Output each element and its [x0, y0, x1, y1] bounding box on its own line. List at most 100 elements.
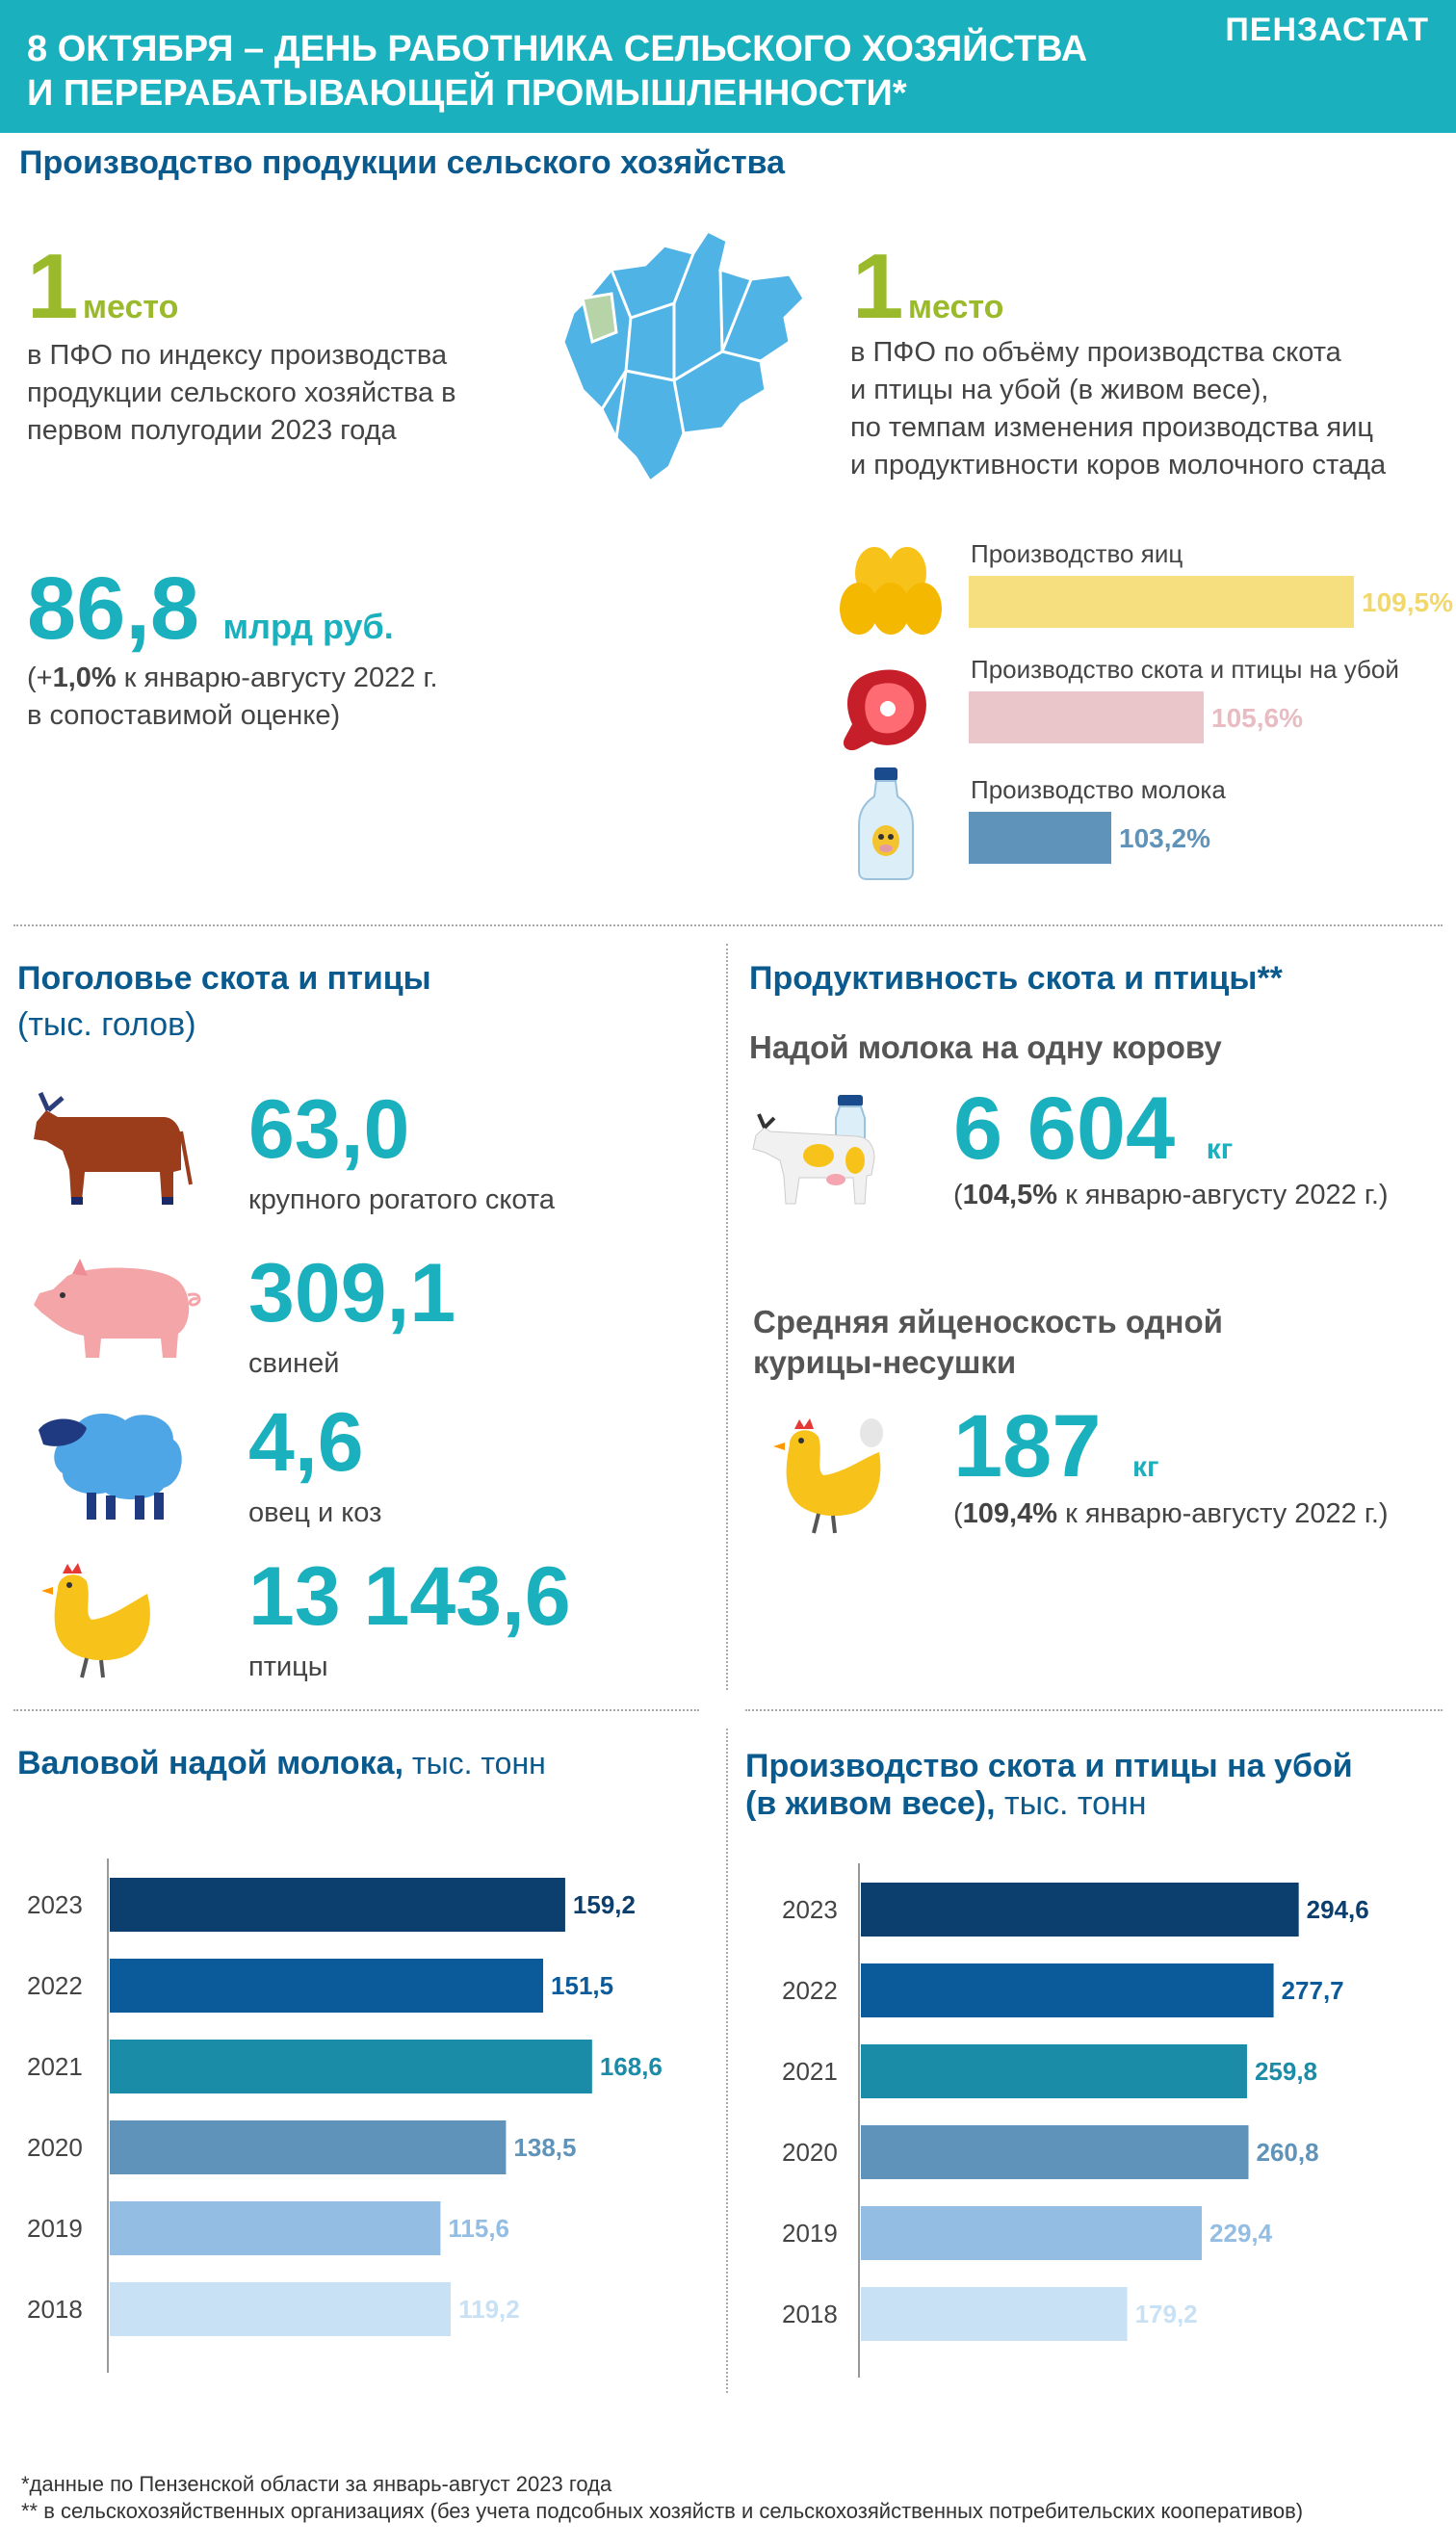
rank-right-description: в ПФО по объёму производства скота и пти… [850, 334, 1447, 484]
total-production: 86,8 млрд руб. [27, 559, 394, 660]
chart-bar [861, 2125, 1249, 2179]
footnote: ** в сельскохозяйственных организациях (… [21, 2499, 1304, 2523]
egg-yield-value: 187 [953, 1397, 1102, 1495]
chart-title-unit: тыс. тонн [995, 1785, 1147, 1822]
rank-right-line: и птицы на убой (в живом весе), [850, 375, 1269, 405]
livestock-label: свиней [248, 1348, 340, 1379]
milk-yield-value: 6 604 [953, 1079, 1176, 1178]
note-rest: к январю-августу 2022 г.) [1057, 1180, 1389, 1210]
footnote: *данные по Пензенской области за январь-… [21, 2472, 612, 2496]
chart-bar [861, 2287, 1128, 2341]
livestock-label: крупного рогатого скота [248, 1184, 555, 1215]
milk-chart-title: Валовой надой молока, тыс. тонн [17, 1745, 546, 1782]
livestock-value: 309,1 [248, 1247, 456, 1339]
rank-right-line: и продуктивности коров молочного стада [850, 450, 1387, 481]
index-value: 109,5% [1362, 587, 1453, 617]
hen-with-egg-icon [773, 1418, 883, 1534]
chart-bar [110, 2282, 452, 2336]
egg-yield-heading-line: курицы-несушки [753, 1344, 1017, 1380]
egg-yield-heading-line: Средняя яйценоскость одной [753, 1304, 1223, 1339]
chart-data-label: 179,2 [1135, 2300, 1198, 2328]
chart-title-unit: тыс. тонн [403, 1746, 546, 1781]
page-title: 8 ОКТЯБРЯ – ДЕНЬ РАБОТНИКА СЕЛЬСКОГО ХОЗ… [27, 27, 1183, 116]
egg-yield-heading: Средняя яйценоскость одной курицы-несушк… [753, 1302, 1223, 1383]
chart-data-label: 119,2 [458, 2295, 520, 2324]
region-map-icon [561, 229, 806, 484]
chart-data-label: 138,5 [513, 2133, 576, 2162]
rank-left: 1 место [27, 241, 178, 333]
productivity-title: Продуктивность скота и птицы** [749, 960, 1283, 997]
index-value: 105,6% [1211, 703, 1303, 733]
livestock-subtitle: (тыс. голов) [17, 1006, 196, 1043]
chart-bar [110, 2040, 592, 2093]
chart-data-label: 115,6 [448, 2214, 509, 2243]
header-banner [0, 0, 1456, 133]
chart-title-line2: (в живом весе), [745, 1785, 996, 1822]
rank-left-description: в ПФО по индексу производства продукции … [27, 337, 528, 450]
rank-left-line: продукции сельского хозяйства в [27, 377, 456, 408]
total-note: (+1,0% к январю-августу 2022 г. в сопост… [27, 660, 566, 735]
chart-bar [110, 2201, 441, 2255]
note-line2: в сопоставимой оценке) [27, 700, 341, 731]
divider-vertical [726, 944, 728, 1690]
chart-bar [110, 2120, 507, 2174]
chart-category-label: 2020 [27, 2133, 83, 2162]
livestock-label: птицы [248, 1651, 328, 1682]
egg-yield: 187 кг [953, 1396, 1158, 1497]
meat-chart-title: Производство скота и птицы на убой (в жи… [745, 1748, 1353, 1823]
index-label: Производство яиц [971, 539, 1183, 568]
livestock-value: 4,6 [248, 1396, 364, 1489]
egg-yield-note: (109,4% к январю-августу 2022 г.) [953, 1495, 1389, 1533]
divider [745, 1709, 1443, 1711]
chart-data-label: 151,5 [551, 1971, 613, 2000]
chart-category-label: 2021 [27, 2052, 83, 2081]
chart-bar [861, 2206, 1203, 2260]
index-label: Производство скота и птицы на убой [971, 655, 1399, 684]
chart-category-label: 2018 [27, 2295, 83, 2324]
total-unit: млрд руб. [222, 607, 394, 646]
livestock-value: 13 143,6 [248, 1550, 571, 1643]
rank-right-word: место [907, 289, 1004, 325]
chart-category-label: 2018 [782, 2300, 838, 2328]
chart-category-label: 2023 [27, 1890, 83, 1919]
chart-category-label: 2023 [782, 1895, 838, 1924]
note-bold: 1,0% [52, 663, 117, 693]
rank-right-line: в ПФО по объёму производства скота [850, 337, 1341, 368]
chart-bar [861, 2044, 1247, 2098]
divider [13, 1709, 699, 1711]
index-value: 103,2% [1119, 823, 1210, 853]
chart-bar [110, 1959, 544, 2013]
rank-left-line: в ПФО по индексу производства [27, 340, 448, 371]
footnotes: *данные по Пензенской области за январь-… [21, 2471, 1446, 2525]
chart-category-label: 2021 [782, 2057, 838, 2086]
sheep-icon [39, 1413, 182, 1520]
divider-vertical [726, 1729, 728, 2393]
chart-data-label: 259,8 [1255, 2057, 1317, 2086]
milk-bottle-icon [858, 767, 914, 880]
total-value: 86,8 [27, 559, 200, 658]
livestock-title: Поголовье скота и птицы [17, 960, 431, 997]
chart-data-label: 294,6 [1307, 1895, 1369, 1924]
chart-category-label: 2022 [27, 1971, 83, 2000]
chart-title: Производство скота и птицы на убой [745, 1748, 1353, 1784]
note-rest: к январю-августу 2022 г. [116, 663, 438, 693]
index-bar [969, 576, 1354, 628]
chart-category-label: 2020 [782, 2138, 838, 2167]
index-bar [969, 812, 1111, 864]
chicken-icon [41, 1563, 150, 1678]
eggs-icon [840, 547, 942, 635]
note-rest: к январю-августу 2022 г.) [1057, 1498, 1389, 1529]
rank-left-number: 1 [27, 235, 79, 338]
chart-data-label: 229,4 [1209, 2219, 1273, 2248]
rank-left-line: первом полугодии 2023 года [27, 415, 397, 446]
rank-right: 1 место [852, 241, 1003, 333]
milk-yield-unit: кг [1206, 1133, 1234, 1165]
index-bar [969, 691, 1204, 743]
chart-bar [861, 1963, 1274, 2017]
title-line-2: И ПЕРЕРАБАТЫВАЮЩЕЙ ПРОМЫШЛЕННОСТИ* [27, 73, 907, 114]
livestock-value: 63,0 [248, 1083, 410, 1176]
chart-bar [110, 1878, 565, 1932]
note-prefix: (+ [27, 663, 53, 693]
milk-yield: 6 604 кг [953, 1079, 1233, 1180]
chart-category-label: 2019 [782, 2219, 838, 2248]
